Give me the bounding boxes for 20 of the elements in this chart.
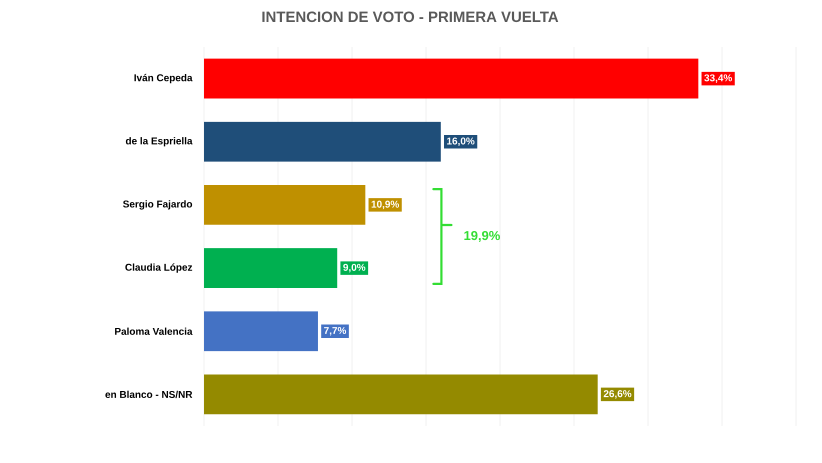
bar [204, 374, 598, 414]
bar [204, 311, 318, 352]
data-label: 7,7% [324, 327, 346, 336]
y-tick-label: Iván Cepeda [134, 74, 193, 84]
bar [204, 122, 441, 162]
annotation: 19,9% [464, 230, 500, 242]
y-tick-label: Claudia López [125, 263, 192, 273]
chart-title: INTENCION DE VOTO - PRIMERA VUELTA [262, 12, 558, 22]
bar [204, 185, 366, 225]
y-tick-label: Sergio Fajardo [123, 200, 192, 210]
y-tick-label: de la Espriella [126, 137, 193, 146]
data-label: 26,6% [604, 390, 632, 399]
data-label: 33,4% [704, 74, 732, 83]
bar [204, 58, 698, 98]
y-tick-label: en Blanco - NS/NR [105, 390, 192, 398]
y-tick-label: Paloma Valencia [115, 328, 193, 335]
bar [204, 248, 338, 288]
data-label: 9,0% [343, 264, 366, 272]
data-label: 10,9% [372, 200, 400, 210]
data-label: 16,0% [447, 137, 474, 146]
